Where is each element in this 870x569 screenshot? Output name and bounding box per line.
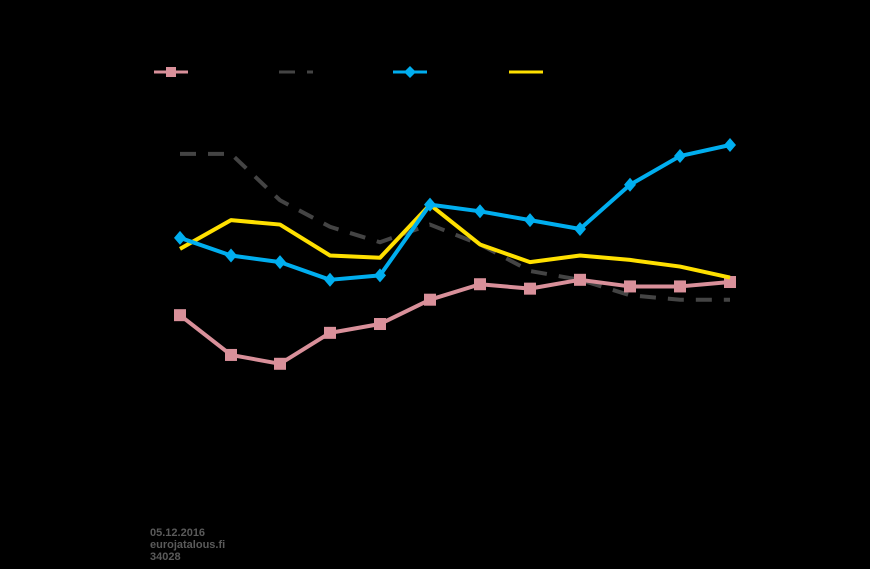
series-line-4 [179, 202, 731, 280]
diamond-marker-icon [724, 138, 736, 152]
legend-item-series-2 [279, 60, 319, 84]
footer-chart-id: 34028 [150, 551, 181, 563]
legend-item-series-1 [154, 60, 194, 84]
diamond-marker-icon [393, 66, 427, 78]
series-line-3 [174, 138, 736, 287]
square-marker-icon [474, 278, 486, 291]
chart-footer: 05.12.2016 eurojatalous.fi 34028 [150, 527, 225, 563]
footer-source: eurojatalous.fi [150, 539, 226, 551]
square-marker-icon [574, 273, 586, 286]
square-marker-icon [174, 309, 186, 322]
dashed-line-icon [279, 70, 313, 74]
square-marker-icon [424, 293, 436, 306]
series-line-1 [174, 273, 736, 370]
diamond-marker-icon [374, 268, 386, 283]
square-marker-icon [274, 357, 286, 370]
square-marker-icon [154, 67, 188, 77]
diamond-marker-icon [424, 197, 436, 212]
square-marker-icon [624, 280, 636, 293]
square-marker-icon [324, 326, 336, 339]
diamond-marker-icon [574, 221, 586, 236]
diamond-marker-icon [324, 272, 336, 287]
legend-item-series-4 [509, 60, 549, 84]
diamond-marker-icon [474, 204, 486, 219]
square-marker-icon [674, 280, 686, 293]
diamond-marker-icon [524, 213, 536, 228]
diamond-marker-icon [624, 177, 636, 192]
diamond-marker-icon [225, 248, 237, 263]
legend-item-series-3 [393, 60, 433, 84]
diamond-marker-icon [174, 230, 186, 245]
square-marker-icon [225, 348, 237, 361]
square-marker-icon [724, 276, 736, 289]
square-marker-icon [524, 282, 536, 295]
diamond-marker-icon [274, 255, 286, 270]
line-icon [509, 70, 543, 74]
chart-legend [0, 60, 870, 84]
square-marker-icon [374, 318, 386, 331]
footer-date: 05.12.2016 [150, 527, 206, 539]
diamond-marker-icon [674, 149, 686, 164]
